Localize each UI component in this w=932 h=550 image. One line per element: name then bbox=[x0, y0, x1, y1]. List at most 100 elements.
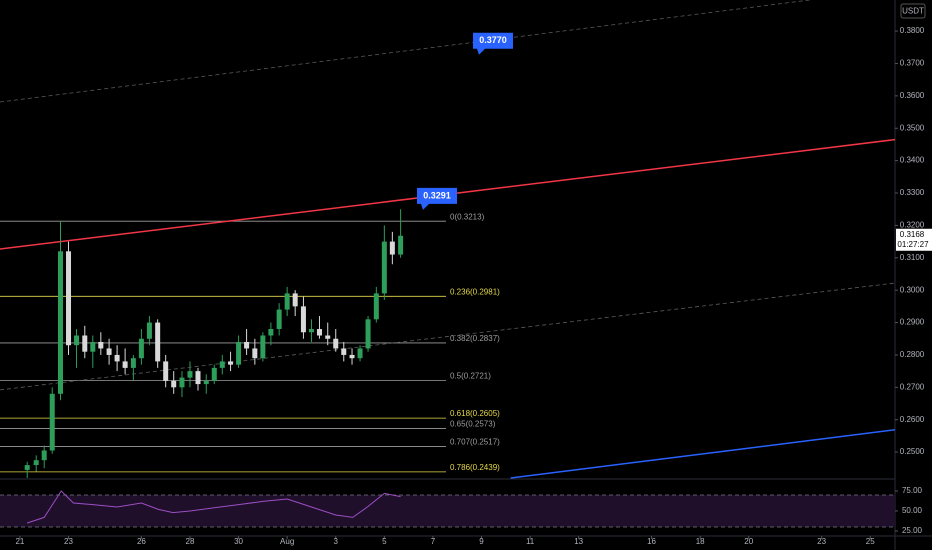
callout-label: 0.3291 bbox=[423, 190, 451, 200]
candle-body bbox=[349, 354, 355, 359]
candle-body bbox=[373, 293, 379, 320]
candle-body bbox=[211, 367, 217, 381]
y-tick-label: 0.3500 bbox=[900, 123, 925, 132]
rsi-tick-label: 25.00 bbox=[902, 526, 923, 535]
x-tick-label: 28 bbox=[186, 537, 195, 546]
candle-body bbox=[171, 380, 177, 388]
candle-body bbox=[268, 329, 274, 336]
candle-body bbox=[308, 329, 314, 333]
rsi-tick-label: 75.00 bbox=[902, 486, 923, 495]
candle-body bbox=[66, 251, 72, 346]
candle-body bbox=[41, 450, 47, 461]
candle-body bbox=[130, 358, 136, 368]
candle-body bbox=[389, 241, 395, 255]
currency[interactable]: USDT bbox=[902, 7, 924, 16]
x-tick-label: 25 bbox=[866, 537, 875, 546]
candle-body bbox=[236, 341, 242, 365]
y-tick-label: 0.3200 bbox=[900, 221, 925, 230]
candle-body bbox=[292, 293, 298, 307]
fib-label: 0.618(0.2605) bbox=[450, 409, 500, 418]
trend-line bbox=[510, 429, 896, 479]
y-tick-label: 0.3000 bbox=[900, 285, 925, 294]
candle-body bbox=[260, 335, 266, 359]
fib-label: 0.382(0.2837) bbox=[450, 334, 500, 343]
x-tick-label: 23 bbox=[817, 537, 826, 546]
candle-body bbox=[316, 329, 322, 336]
candle-body bbox=[114, 354, 120, 362]
callout-box bbox=[417, 187, 457, 210]
candle-body bbox=[106, 348, 112, 355]
last-price: 0.3168 bbox=[900, 230, 925, 239]
candle-body bbox=[179, 377, 185, 388]
candle-body bbox=[228, 361, 234, 365]
candle-body bbox=[381, 241, 387, 294]
x-tick-label: 13 bbox=[574, 537, 583, 546]
candle-body bbox=[276, 309, 282, 330]
x-tick-label: 5 bbox=[382, 537, 387, 546]
candle-body bbox=[333, 338, 339, 349]
countdown: 01:27:27 bbox=[897, 240, 929, 249]
x-tick-label: 18 bbox=[696, 537, 705, 546]
x-tick-label: 26 bbox=[137, 537, 146, 546]
candle-body bbox=[163, 361, 169, 381]
callout-box bbox=[473, 32, 513, 55]
fib-label: 0.5(0.2721) bbox=[450, 372, 491, 381]
x-tick-label: 9 bbox=[479, 537, 484, 546]
x-tick-label: Aug bbox=[280, 537, 294, 546]
rsi-band-fill bbox=[0, 495, 895, 527]
candle-body bbox=[195, 371, 201, 385]
x-tick-label: 7 bbox=[431, 537, 436, 546]
y-tick-label: 0.2900 bbox=[900, 318, 925, 327]
fib-label: 0(0.3213) bbox=[450, 212, 485, 221]
candle-body bbox=[138, 338, 144, 359]
candle-body bbox=[357, 348, 363, 359]
trend-line bbox=[0, 0, 810, 103]
candle-body bbox=[24, 465, 30, 470]
candle-body bbox=[33, 460, 39, 466]
fib-label: 0.65(0.2573) bbox=[450, 420, 496, 429]
y-tick-label: 0.2800 bbox=[900, 350, 925, 359]
trend-line bbox=[0, 282, 896, 391]
candle-body bbox=[284, 293, 290, 310]
x-tick-label: 16 bbox=[647, 537, 656, 546]
y-tick-label: 0.3700 bbox=[900, 59, 925, 68]
candle-body bbox=[300, 306, 306, 333]
candle-body bbox=[325, 335, 331, 339]
candle-body bbox=[341, 348, 347, 355]
currency-box[interactable] bbox=[900, 3, 926, 19]
candle-body bbox=[244, 341, 250, 349]
y-tick-label: 0.2600 bbox=[900, 415, 925, 424]
x-tick-label: 20 bbox=[744, 537, 753, 546]
y-tick-label: 0.2700 bbox=[900, 382, 925, 391]
candle-body bbox=[74, 335, 80, 346]
y-tick-label: 0.2500 bbox=[900, 447, 925, 456]
last-price-box bbox=[896, 228, 932, 251]
rsi-tick-label: 50.00 bbox=[902, 506, 923, 515]
candle-body bbox=[203, 380, 209, 385]
candle-body bbox=[57, 251, 63, 394]
x-tick-label: 30 bbox=[234, 537, 243, 546]
x-tick-label: 21 bbox=[15, 537, 24, 546]
candle-body bbox=[98, 341, 104, 349]
fib-label: 0.786(0.2439) bbox=[450, 463, 500, 472]
y-tick-label: 0.3800 bbox=[900, 26, 925, 35]
candle-body bbox=[49, 393, 55, 451]
y-tick-label: 0.3100 bbox=[900, 253, 925, 262]
y-tick-label: 0.3400 bbox=[900, 156, 925, 165]
rsi-line bbox=[27, 490, 401, 524]
callout-label: 0.3770 bbox=[479, 35, 507, 45]
y-tick-label: 0.3300 bbox=[900, 188, 925, 197]
candle-body bbox=[398, 235, 404, 255]
candle-body bbox=[155, 322, 161, 362]
candle-body bbox=[365, 319, 371, 349]
x-tick-label: 11 bbox=[526, 537, 535, 546]
candle-body bbox=[122, 361, 128, 368]
candle-body bbox=[219, 361, 225, 368]
candle-body bbox=[82, 335, 88, 352]
candle-body bbox=[90, 341, 96, 352]
x-tick-label: 23 bbox=[64, 537, 73, 546]
candle-body bbox=[252, 348, 258, 359]
